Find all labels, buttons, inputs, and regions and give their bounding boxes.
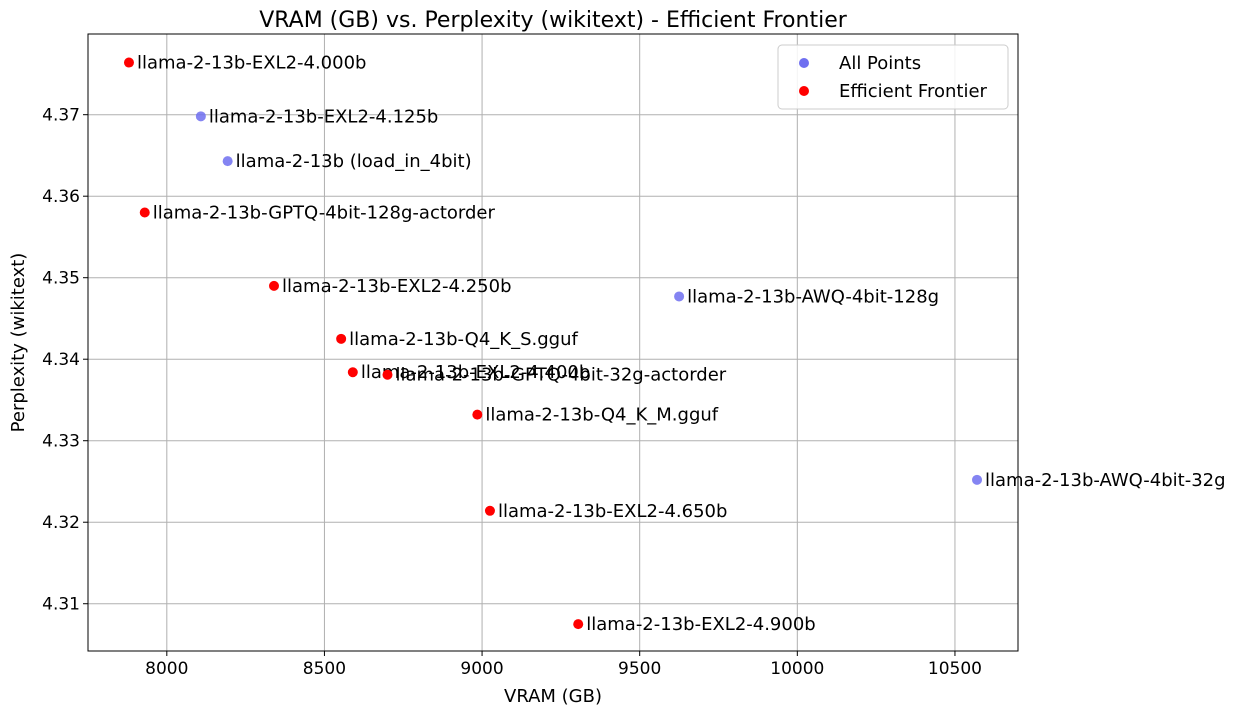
y-axis-label: Perplexity (wikitext) (8, 253, 29, 433)
efficient-frontier-point (347, 367, 358, 378)
point-label: llama-2-13b-GPTQ-4bit-128g-actorder (153, 202, 496, 223)
x-tick-label: 8500 (303, 659, 346, 679)
x-tick-label: 9500 (618, 659, 661, 679)
grid-lines (88, 34, 1018, 651)
efficient-frontier-point (573, 619, 584, 630)
legend-box (777, 44, 1009, 110)
legend-label-efficient-frontier: Efficient Frontier (839, 81, 988, 102)
point-label: llama-2-13b-EXL2-4.125b (209, 106, 439, 127)
point-label: llama-2-13b-AWQ-4bit-32g (985, 470, 1226, 491)
efficient-frontier-point (139, 207, 150, 218)
point-label: llama-2-13b-GPTQ-4bit-32g-actorder (395, 365, 726, 386)
efficient-frontier-point (269, 280, 279, 291)
x-axis-label: VRAM (GB) (504, 686, 602, 707)
efficient-frontier-point (336, 333, 347, 344)
efficient-frontier-point (484, 505, 495, 516)
legend-marker-all-points (799, 58, 809, 68)
y-tick-label: 4.36 (42, 187, 80, 207)
x-tick-label: 10000 (770, 659, 824, 679)
all-points-point (972, 474, 983, 485)
y-tick-label: 4.33 (42, 432, 80, 452)
y-tick-label: 4.32 (42, 513, 80, 533)
point-label: llama-2-13b-AWQ-4bit-128g (687, 286, 939, 307)
y-tick-label: 4.31 (42, 595, 80, 615)
efficient-frontier-point (472, 409, 483, 420)
point-label: llama-2-13b-EXL2-4.250b (282, 276, 512, 297)
legend-marker-efficient-frontier (799, 86, 809, 96)
all-points-point (222, 156, 233, 167)
y-tick-label: 4.34 (42, 350, 80, 370)
efficient-frontier-point (382, 369, 393, 380)
plot-area-frame (87, 33, 1019, 652)
all-points-point (195, 111, 206, 122)
x-tick-label: 9000 (460, 659, 503, 679)
point-label: llama-2-13b-Q4_K_S.gguf (349, 329, 578, 350)
chart-title: VRAM (GB) vs. Perplexity (wikitext) - Ef… (259, 8, 848, 33)
point-label: llama-2-13b-EXL2-4.000b (137, 53, 366, 74)
x-tick-label: 8000 (145, 659, 188, 679)
x-axis-ticks: 8000 8500 9000 9500 10000 10500 (145, 651, 982, 679)
all-points-point (674, 291, 685, 302)
legend-label-all-points: All Points (839, 53, 921, 74)
y-tick-label: 4.37 (42, 106, 80, 126)
point-label: llama-2-13b-EXL2-4.400b (361, 362, 591, 383)
data-points: llama-2-13b-EXL2-4.125b llama-2-13b (load… (123, 53, 1226, 635)
y-tick-label: 4.35 (42, 269, 80, 289)
point-label: llama-2-13b-EXL2-4.650b (498, 501, 728, 522)
y-axis-ticks: 4.31 4.32 4.33 4.34 4.35 4.36 4.37 (42, 106, 88, 615)
point-label: llama-2-13b (load_in_4bit) (236, 151, 472, 172)
point-label: llama-2-13b-Q4_K_M.gguf (485, 405, 718, 426)
efficient-frontier-point (123, 57, 134, 68)
legend: All Points Efficient Frontier (777, 44, 1009, 110)
point-label: llama-2-13b-EXL2-4.900b (586, 614, 816, 635)
x-tick-label: 10500 (928, 659, 982, 679)
